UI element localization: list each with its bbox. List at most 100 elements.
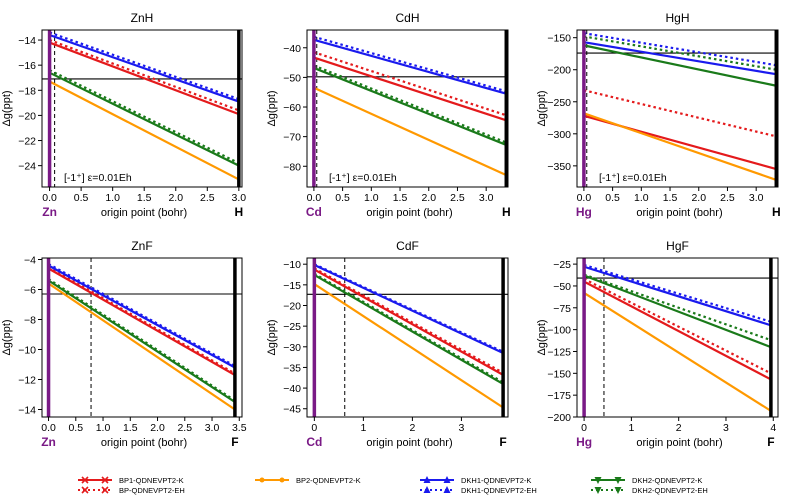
data-layer	[577, 258, 778, 417]
legend-marker-triangle-down	[614, 477, 622, 484]
end-atom-label: H	[772, 205, 781, 219]
data-layer	[577, 30, 778, 187]
series-line-dkh2-qdnevpt2-eh	[313, 272, 504, 384]
x-tick-label: 0.0	[42, 192, 57, 204]
series-line-bp1-qdnevpt2-k	[313, 56, 507, 122]
x-tick-label: 2.5	[720, 192, 735, 204]
series-line-bp-qdnevpt2-eh	[583, 89, 777, 138]
y-tick-label: −150	[547, 368, 571, 380]
series-line-dkh1-qdnevpt2-eh	[583, 263, 772, 323]
y-axis-label: Δg(ppt)	[536, 90, 548, 126]
series-line-dkh2-qdnevpt2-k	[313, 66, 507, 146]
y-tick-label: −250	[547, 97, 571, 109]
y-tick-label: −200	[547, 412, 571, 424]
series-line-bp1-qdnevpt2-k	[583, 280, 772, 381]
x-tick-label: 2.5	[200, 192, 215, 204]
legend-label: DKH1-QDNEVPT2-K	[461, 476, 531, 485]
series-line-bp1-qdnevpt2-k	[49, 41, 240, 116]
y-tick-label: −20	[283, 300, 301, 312]
y-tick-label: −20	[18, 110, 36, 122]
series-line-dkh1-qdnevpt2-k	[49, 33, 240, 103]
legend-marker-circle	[279, 477, 285, 483]
x-tick-label: 0.5	[605, 192, 620, 204]
x-tick-label: 3.0	[232, 192, 247, 204]
x-tick-label: 0.0	[307, 192, 322, 204]
legend-entry: DKH2-QDNEVPT2-K	[591, 476, 702, 485]
x-tick-label: 2	[409, 422, 415, 434]
x-tick-label: 1.5	[137, 192, 152, 204]
y-tick-label: −50	[553, 281, 571, 293]
series-line-dkh2-qdnevpt2-k	[313, 273, 504, 385]
y-axis-label: Δg(ppt)	[536, 319, 548, 355]
y-tick-label: −8	[24, 315, 36, 327]
series-line-bp-qdnevpt2-eh	[47, 266, 236, 375]
series-line-dkh2-qdnevpt2-k	[49, 71, 240, 167]
legend-marker-x	[101, 476, 109, 484]
x-tick-label: 4	[770, 422, 776, 434]
y-tick-label: −35	[283, 362, 301, 374]
series-line-dkh2-qdnevpt2-eh	[313, 64, 507, 144]
x-tick-label: 3	[723, 422, 729, 434]
plot-frame	[576, 29, 779, 188]
plot-frame	[41, 257, 243, 418]
x-axis-label: origin point (bohr)	[101, 437, 187, 449]
x-tick-label: 1.0	[96, 422, 111, 434]
series-line-dkh1-qdnevpt2-eh	[49, 31, 240, 101]
end-atom-label: F	[231, 435, 238, 449]
panel-title: ZnH	[131, 11, 154, 25]
x-tick-label: 1.5	[123, 422, 138, 434]
y-tick-label: −40	[283, 383, 301, 395]
legend: BP1-QDNEVPT2-KBP-QDNEVPT2-EH BP2-QDNEVPT2…	[78, 476, 708, 495]
atom-label: Cd	[306, 205, 322, 219]
data-layer	[42, 30, 242, 187]
x-tick-label: 1.5	[663, 192, 678, 204]
atom-label: Hg	[576, 435, 592, 449]
legend-label: DKH1-QDNEVPT2-EH	[461, 486, 537, 495]
legend-entry: BP-QDNEVPT2-EH	[78, 486, 185, 495]
x-tick-label: 0.5	[68, 422, 83, 434]
series-line-bp-qdnevpt2-eh	[49, 39, 240, 112]
legend-entry: DKH2-QDNEVPT2-EH	[591, 486, 708, 495]
y-tick-label: −22	[18, 136, 36, 148]
x-tick-label: 0.5	[335, 192, 350, 204]
panel-title: CdF	[396, 239, 419, 253]
x-tick-label: 0	[311, 422, 317, 434]
x-tick-label: 2.0	[168, 192, 183, 204]
x-axis-label: origin point (bohr)	[366, 207, 452, 219]
y-axis-label: Δg(ppt)	[1, 90, 13, 126]
x-tick-label: 3	[459, 422, 465, 434]
panel-title: ZnF	[131, 239, 152, 253]
y-axis-label: Δg(ppt)	[266, 90, 278, 126]
annotation-text: [-1⁺] ε=0.01Eh	[64, 172, 132, 184]
y-tick-label: −25	[283, 321, 301, 333]
x-tick-label: 1.0	[105, 192, 120, 204]
legend-marker-x	[81, 476, 89, 484]
y-tick-label: −75	[553, 303, 571, 315]
y-tick-label: −24	[18, 161, 36, 173]
y-tick-label: −125	[547, 346, 571, 358]
series-line-dkh1-qdnevpt2-eh	[583, 32, 777, 67]
series-line-dkh2-qdnevpt2-eh	[47, 278, 236, 402]
legend-entry: BP1-QDNEVPT2-K	[78, 476, 184, 485]
series-line-bp2-qdnevpt2-k	[47, 282, 236, 411]
x-axis-label: origin point (bohr)	[636, 207, 722, 219]
x-tick-label: 1.0	[364, 192, 379, 204]
y-tick-label: −10	[283, 259, 301, 271]
legend-entry: DKH1-QDNEVPT2-EH	[420, 486, 537, 495]
y-tick-label: −4	[24, 255, 36, 267]
plot-frame	[576, 257, 779, 418]
y-tick-label: −300	[547, 129, 571, 141]
y-tick-label: −16	[18, 60, 36, 72]
series-line-bp1-qdnevpt2-k	[313, 268, 504, 376]
end-atom-label: F	[767, 435, 774, 449]
series-line-dkh2-qdnevpt2-k	[47, 279, 236, 403]
legend-label: BP-QDNEVPT2-EH	[119, 486, 185, 495]
y-tick-label: −60	[283, 102, 301, 114]
x-tick-label: 0.5	[74, 192, 89, 204]
series-line-bp2-qdnevpt2-k	[583, 292, 772, 412]
